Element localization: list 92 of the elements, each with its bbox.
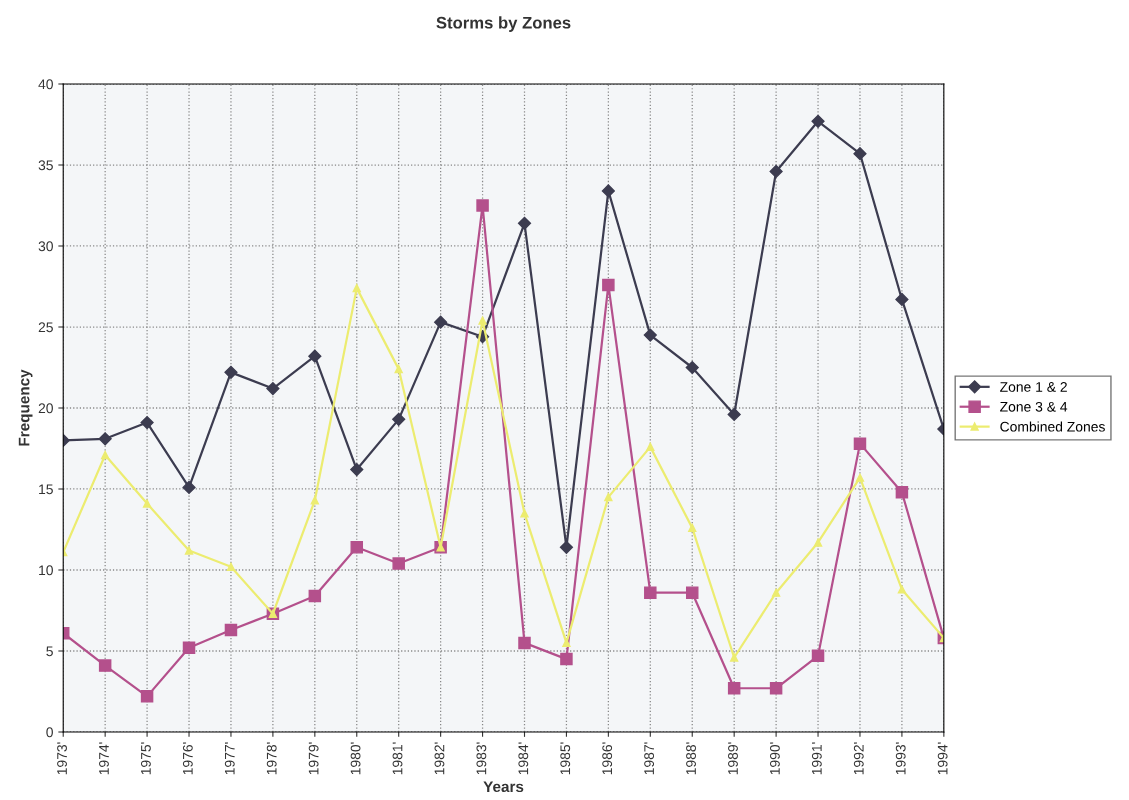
point: [769, 682, 783, 695]
point: [855, 473, 865, 482]
x-tick-label: 1981': [392, 742, 403, 775]
point: [392, 557, 405, 570]
point: [350, 462, 364, 477]
point: [644, 586, 657, 599]
x-tick-label: 1991': [811, 742, 822, 775]
point: [310, 496, 319, 505]
point: [98, 432, 112, 446]
y-axis-title: Frequency: [18, 369, 33, 446]
point: [478, 316, 487, 325]
x-tick-label: 1983': [476, 742, 487, 775]
x-tick-label: 1973': [57, 742, 67, 775]
point: [266, 381, 280, 396]
point: [308, 349, 322, 363]
y-tick-label: 10: [39, 565, 53, 576]
point: [727, 682, 741, 695]
x-tick-label: 1994': [937, 742, 948, 775]
point: [560, 652, 573, 666]
x-tick-label: 1976': [182, 742, 193, 775]
x-tick-label: 1989': [728, 742, 738, 775]
point: [559, 540, 574, 554]
point: [895, 485, 909, 499]
chart-title: Storms by Zones: [436, 16, 571, 32]
y-tick-label: 20: [38, 403, 53, 414]
x-tick-label: 1986': [602, 742, 613, 775]
point: [98, 659, 112, 672]
point: [771, 588, 781, 597]
y-tick-label: 5: [46, 646, 53, 657]
legend-label: Zone 3 & 4: [1000, 401, 1068, 412]
point: [182, 480, 196, 494]
point: [224, 365, 238, 379]
x-tick-label: 1978': [266, 742, 277, 775]
x-tick-label: 1985': [560, 742, 571, 775]
point: [142, 499, 152, 508]
point: [811, 649, 825, 663]
x-tick-label: 1984': [518, 742, 529, 775]
x-tick-label: 1975': [140, 742, 151, 775]
point: [517, 216, 532, 230]
x-tick-label: 1980': [350, 742, 361, 775]
point: [895, 292, 909, 307]
x-axis-title: Years: [483, 781, 524, 793]
point: [224, 623, 238, 637]
x-tick-label: 1990': [770, 742, 780, 775]
point: [394, 364, 403, 374]
point: [140, 415, 154, 430]
point: [184, 546, 194, 555]
point: [646, 442, 655, 452]
point: [352, 283, 361, 293]
x-tick-label: 1993': [895, 742, 906, 775]
point: [853, 147, 867, 161]
point: [685, 360, 699, 375]
point: [392, 412, 406, 426]
point: [350, 541, 364, 554]
x-tick-label: 1974': [99, 742, 109, 775]
point: [897, 585, 907, 594]
y-tick-label: 35: [38, 160, 53, 171]
x-tick-label: 1979': [308, 742, 319, 775]
x-tick-label: 1987': [644, 742, 655, 775]
x-tick-label: 1988': [686, 742, 696, 775]
point: [813, 538, 823, 547]
point: [308, 589, 322, 603]
y-tick-label: 40: [38, 79, 53, 90]
point: [769, 164, 783, 179]
point: [727, 407, 741, 422]
point: [601, 184, 615, 198]
point: [520, 509, 529, 518]
y-tick-label: 25: [38, 322, 53, 333]
point: [100, 450, 110, 460]
point: [182, 641, 196, 655]
point: [518, 636, 531, 650]
y-tick-label: 30: [38, 241, 53, 252]
x-tick-label: 1977': [224, 742, 235, 775]
point: [811, 114, 825, 128]
point: [853, 437, 867, 450]
point: [140, 690, 154, 703]
point: [604, 492, 613, 502]
point: [562, 638, 571, 648]
y-tick-label: 15: [39, 484, 53, 495]
point: [685, 586, 699, 599]
y-tick-label: 0: [46, 727, 53, 738]
point: [602, 278, 615, 292]
point: [730, 653, 739, 662]
point: [476, 199, 489, 212]
point: [226, 562, 236, 571]
point: [688, 523, 697, 533]
x-tick-label: 1982': [434, 742, 445, 775]
legend-label: Combined Zones: [1000, 421, 1105, 432]
x-tick-label: 1992': [853, 742, 864, 775]
point: [643, 328, 657, 342]
legend-label: Zone 1 & 2: [1000, 382, 1067, 392]
point: [434, 315, 448, 329]
